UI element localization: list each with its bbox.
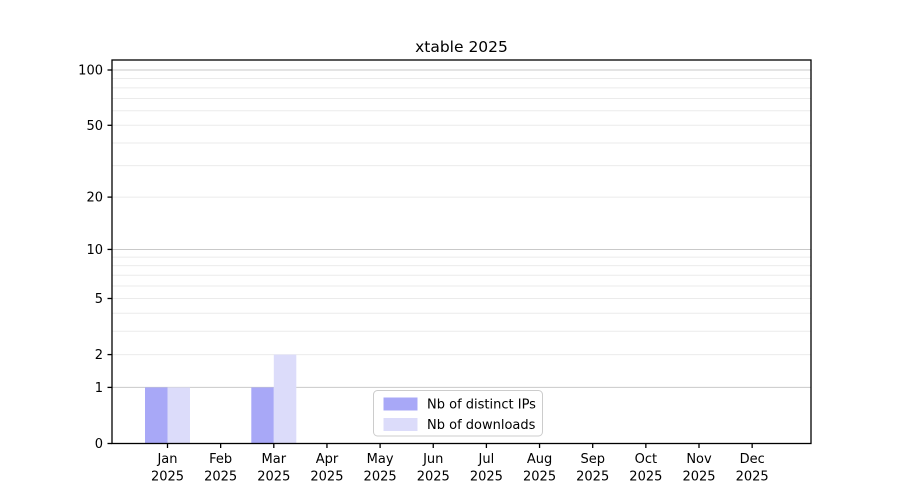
x-tick-label-month: Feb: [209, 452, 232, 467]
y-tick-label: 20: [86, 191, 103, 206]
x-tick-label-year: 2025: [682, 470, 715, 485]
x-tick-label-year: 2025: [257, 470, 290, 485]
legend: Nb of distinct IPs Nb of downloads: [373, 390, 543, 437]
x-tick-label-month: Jul: [478, 452, 495, 467]
x-tick-label-year: 2025: [576, 470, 609, 485]
y-tick-label: 5: [95, 292, 103, 307]
x-tick-label-year: 2025: [417, 470, 450, 485]
x-tick-label-year: 2025: [364, 470, 397, 485]
bar-nb-of-downloads-jan: [167, 387, 190, 444]
legend-swatch-nb-of-downloads: [383, 418, 418, 431]
chart-title: xtable 2025: [415, 38, 508, 56]
legend-label-nb-of-downloads: Nb of downloads: [427, 418, 536, 433]
y-tick-label: 2: [95, 348, 103, 363]
y-tick-label: 50: [86, 119, 103, 134]
x-tick-label-month: Aug: [527, 452, 552, 467]
x-tick-label-month: Apr: [316, 452, 339, 467]
x-tick-label-year: 2025: [470, 470, 503, 485]
y-tick-label: 0: [95, 437, 103, 452]
plot-frame: [111, 59, 812, 445]
y-tick-label: 100: [78, 64, 103, 79]
x-tick-label-year: 2025: [629, 470, 662, 485]
x-tick-label-month: Dec: [740, 452, 765, 467]
y-tick-label: 1: [95, 381, 103, 396]
x-tick-label-month: May: [367, 452, 394, 467]
x-tick-label-month: Jan: [156, 452, 177, 467]
x-tick-label-month: Jun: [422, 452, 443, 467]
x-tick-label-month: Mar: [262, 452, 287, 467]
x-tick-label-year: 2025: [204, 470, 237, 485]
bar-nb-of-distinct-ips-jan: [145, 387, 168, 444]
y-tick-label: 10: [86, 243, 103, 258]
x-tick-label-year: 2025: [523, 470, 556, 485]
x-tick-label-month: Sep: [580, 452, 605, 467]
bar-nb-of-distinct-ips-mar: [251, 387, 274, 444]
x-tick-label-year: 2025: [151, 470, 184, 485]
x-tick-label-year: 2025: [310, 470, 343, 485]
x-tick-label-month: Oct: [635, 452, 657, 467]
x-tick-label-year: 2025: [736, 470, 769, 485]
legend-label-nb-of-distinct-ips: Nb of distinct IPs: [427, 398, 536, 413]
bar-nb-of-downloads-mar: [273, 354, 297, 444]
x-tick-label-month: Nov: [686, 452, 712, 467]
legend-swatch-nb-of-distinct-ips: [383, 397, 418, 411]
